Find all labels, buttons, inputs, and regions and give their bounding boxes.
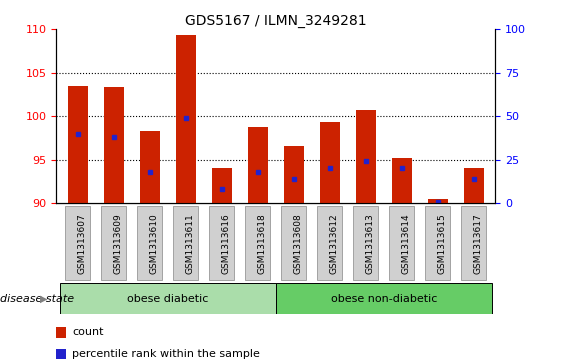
Text: obese diabetic: obese diabetic bbox=[127, 294, 208, 303]
Bar bbox=[248, 127, 268, 203]
Text: GSM1313613: GSM1313613 bbox=[366, 213, 375, 274]
Text: GSM1313610: GSM1313610 bbox=[150, 213, 159, 274]
Text: GSM1313614: GSM1313614 bbox=[402, 213, 411, 274]
FancyBboxPatch shape bbox=[276, 283, 492, 314]
Bar bbox=[428, 199, 448, 203]
Text: GSM1313617: GSM1313617 bbox=[474, 213, 483, 274]
FancyBboxPatch shape bbox=[318, 207, 342, 280]
Text: count: count bbox=[72, 327, 104, 337]
Text: GSM1313609: GSM1313609 bbox=[114, 213, 123, 274]
Bar bbox=[176, 35, 196, 203]
FancyBboxPatch shape bbox=[101, 207, 127, 280]
Bar bbox=[212, 168, 232, 203]
FancyBboxPatch shape bbox=[425, 207, 450, 280]
Bar bbox=[320, 122, 339, 203]
Bar bbox=[284, 146, 304, 203]
Bar bbox=[68, 86, 88, 203]
Text: GSM1313607: GSM1313607 bbox=[78, 213, 87, 274]
Text: GSM1313615: GSM1313615 bbox=[438, 213, 447, 274]
Bar bbox=[356, 110, 376, 203]
Text: disease state: disease state bbox=[0, 294, 74, 303]
FancyBboxPatch shape bbox=[389, 207, 414, 280]
FancyBboxPatch shape bbox=[137, 207, 163, 280]
Bar bbox=[464, 168, 484, 203]
Text: GSM1313612: GSM1313612 bbox=[330, 213, 339, 274]
FancyBboxPatch shape bbox=[65, 207, 91, 280]
Bar bbox=[140, 131, 160, 203]
Text: obese non-diabetic: obese non-diabetic bbox=[330, 294, 437, 303]
FancyBboxPatch shape bbox=[60, 283, 276, 314]
Text: GSM1313618: GSM1313618 bbox=[258, 213, 267, 274]
Text: GSM1313611: GSM1313611 bbox=[186, 213, 195, 274]
FancyBboxPatch shape bbox=[245, 207, 270, 280]
Text: ▶: ▶ bbox=[41, 294, 48, 303]
Text: GSM1313608: GSM1313608 bbox=[294, 213, 303, 274]
FancyBboxPatch shape bbox=[209, 207, 234, 280]
FancyBboxPatch shape bbox=[353, 207, 378, 280]
Text: GSM1313616: GSM1313616 bbox=[222, 213, 231, 274]
FancyBboxPatch shape bbox=[282, 207, 306, 280]
FancyBboxPatch shape bbox=[173, 207, 199, 280]
Title: GDS5167 / ILMN_3249281: GDS5167 / ILMN_3249281 bbox=[185, 14, 367, 28]
Bar bbox=[392, 158, 412, 203]
FancyBboxPatch shape bbox=[461, 207, 486, 280]
Text: percentile rank within the sample: percentile rank within the sample bbox=[72, 349, 260, 359]
Bar bbox=[104, 87, 124, 203]
